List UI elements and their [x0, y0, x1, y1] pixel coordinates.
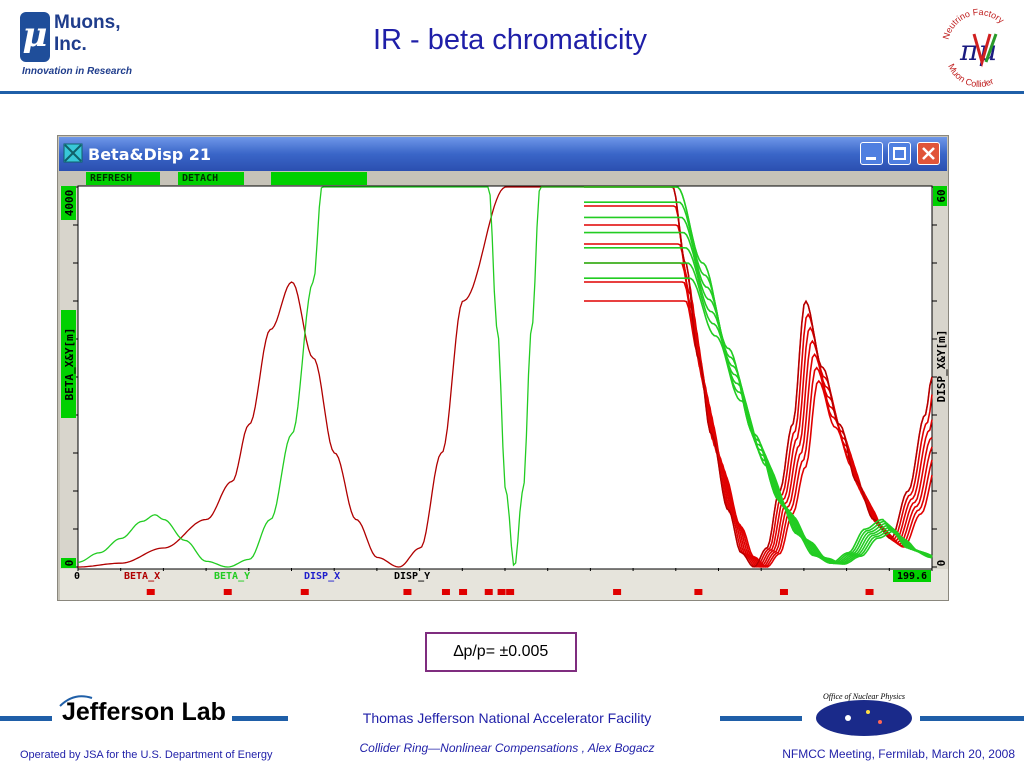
beta-x-chromatic-line [584, 300, 933, 568]
y-right-min-label: 0 [935, 560, 948, 567]
beta-x-line [78, 186, 933, 568]
beta-y-chromatic-line [584, 277, 933, 565]
element-marker [403, 589, 412, 595]
momentum-spread-label: ∆p/p= ±0.005 [425, 632, 577, 672]
maximize-icon [893, 147, 906, 160]
y-left-min-label: 0 [63, 560, 76, 567]
muons-logo-line1: Muons, [54, 12, 121, 33]
jlab-swoosh-icon [59, 695, 93, 707]
jefferson-lab-logo: Jefferson Lab [62, 698, 226, 726]
x-max-label: 199.6 [897, 571, 927, 582]
footer-talk-title: Collider Ring—Nonlinear Compensations , … [359, 741, 655, 755]
y-right-max-bg [933, 186, 947, 206]
legend-beta-x: BETA_X [124, 571, 160, 582]
window-title: Beta&Disp 21 [88, 145, 212, 164]
muons-logo-line2: Inc. [54, 34, 87, 55]
x-min-label: 0 [74, 571, 80, 582]
maximize-button[interactable] [888, 142, 911, 165]
detach-button[interactable]: DETACH [178, 172, 244, 185]
legend-beta-y: BETA_Y [214, 571, 250, 582]
y-left-min-bg [61, 558, 76, 568]
onp-logo-text: Office of Nuclear Physics [823, 692, 905, 701]
x-max-bg [893, 570, 931, 582]
header-divider [0, 91, 1024, 94]
element-marker [865, 589, 874, 595]
beta-y-line [77, 186, 933, 568]
muons-logo-name: Muons, Inc. [54, 12, 144, 56]
right-axis-strip [932, 186, 948, 569]
beta-y-chromatic-line [584, 216, 933, 565]
footer-facility: Thomas Jefferson National Accelerator Fa… [362, 710, 652, 726]
element-marker [497, 589, 506, 595]
element-marker [779, 589, 788, 595]
close-button[interactable] [917, 142, 940, 165]
muons-logo-mark: μ [20, 12, 50, 62]
y-left-axis-label: BETA_X&Y[m] [63, 328, 76, 401]
y-right-max-label: 60 [935, 189, 948, 202]
slide-title: IR - beta chromaticity [373, 24, 647, 56]
element-marker [459, 589, 468, 595]
element-marker [484, 589, 493, 595]
element-marker [223, 589, 232, 595]
footer-bar-right [720, 716, 802, 721]
office-nuclear-physics-logo: Office of Nuclear Physics [816, 692, 912, 736]
minimize-icon [866, 157, 876, 160]
legend-disp-x: DISP_X [304, 571, 340, 582]
minimize-button[interactable] [860, 142, 883, 165]
element-marker [300, 589, 309, 595]
y-left-max-label: 4000 [63, 190, 76, 217]
legend-strip [60, 569, 948, 583]
beta-x-chromatic-line [584, 243, 933, 568]
element-marker [506, 589, 515, 595]
close-icon [922, 147, 935, 160]
beta-y-chromatic-line [584, 201, 933, 565]
y-left-label-bg [61, 310, 76, 418]
footer-bar-left [0, 716, 52, 721]
window-app-icon [63, 143, 83, 163]
legend-disp-y: DISP_Y [394, 571, 430, 582]
progress-indicator [271, 172, 367, 185]
muons-logo-tagline: Innovation in Research [22, 66, 133, 77]
y-left-max-bg [61, 186, 76, 220]
window-titlebar [59, 137, 947, 171]
element-marker [694, 589, 703, 595]
element-marker [146, 589, 155, 595]
footer-bar-far-right [920, 716, 1024, 721]
neutrino-factory-logo: Neutrino Factory Muon Collider πμ [941, 7, 1007, 88]
y-right-axis-label: DISP_X&Y[m] [935, 330, 948, 403]
footer-meeting: NFMCC Meeting, Fermilab, March 20, 2008 [782, 747, 1015, 761]
element-marker [613, 589, 622, 595]
footer-operator-note: Operated by JSA for the U.S. Department … [20, 749, 273, 761]
refresh-button[interactable]: REFRESH [86, 172, 160, 185]
element-marker [441, 589, 450, 595]
footer-bar-mid [232, 716, 288, 721]
